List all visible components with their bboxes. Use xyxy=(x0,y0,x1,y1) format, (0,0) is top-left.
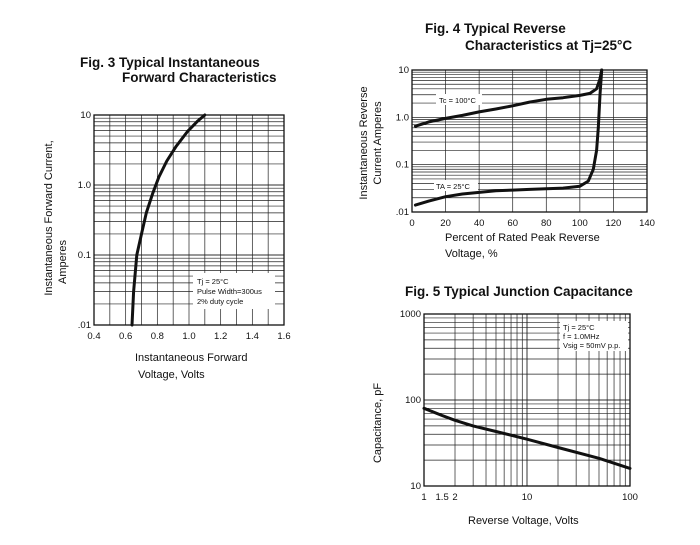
fig4-title: Fig. 4 Typical Reverse xyxy=(425,21,566,36)
fig3-annotation-2: Pulse Width=300us xyxy=(197,287,262,296)
fig5-chart: Fig. 5 Typical Junction Capacitance 1 1.5… xyxy=(372,284,638,527)
fig3-title: Fig. 3 Typical Instantaneous xyxy=(80,55,260,70)
fig4-xtick-label: 0 xyxy=(409,218,414,229)
fig5-xtick-label: 2 xyxy=(452,492,457,503)
fig3-xtick-label: 0.8 xyxy=(151,331,164,342)
fig5-xlabel: Reverse Voltage, Volts xyxy=(468,515,579,527)
fig3-series-1-line xyxy=(130,113,207,327)
fig3-xlabel: Instantaneous Forward xyxy=(135,352,248,364)
fig3-xtick-label: 1.6 xyxy=(277,331,290,342)
fig4-frame xyxy=(411,69,648,213)
fig3-annotation-1: Tj = 25°C xyxy=(197,277,229,286)
fig5-xtick-label: 10 xyxy=(522,492,533,503)
fig4-ytick-label: 10 xyxy=(398,65,409,76)
fig3-frame xyxy=(93,114,285,326)
fig3-xtick-label: 1.2 xyxy=(214,331,227,342)
fig3-xtick-label: 0.4 xyxy=(87,331,100,342)
fig4-xlabel-line2: Voltage, % xyxy=(445,248,498,260)
fig4-xtick-label: 100 xyxy=(572,218,588,229)
fig3-xtick-label: 0.6 xyxy=(119,331,132,342)
fig5-xtick-label: 1 xyxy=(421,492,426,503)
fig4-xtick-label: 140 xyxy=(639,218,655,229)
fig3-ytick-label: 10 xyxy=(80,110,91,121)
fig5-annotation-box xyxy=(560,321,628,351)
fig3-annotation-3: 2% duty cycle xyxy=(197,297,243,306)
fig5-title: Fig. 5 Typical Junction Capacitance xyxy=(405,284,633,299)
fig3-ytick-label: 1.0 xyxy=(78,180,91,191)
fig4-series-2-line xyxy=(413,68,604,207)
fig3-ytick-label: .01 xyxy=(78,320,91,331)
fig3-xtick-label: 1.4 xyxy=(246,331,259,342)
fig3-ylabel: Instantaneous Forward Current, xyxy=(43,140,55,295)
fig5-series-1-line xyxy=(422,406,632,470)
fig4-chart: Fig. 4 Typical Reverse Characteristics a… xyxy=(358,21,655,260)
fig4-series-label-bg-2 xyxy=(434,180,478,191)
fig3-ylabel-line2: Amperes xyxy=(57,239,69,284)
fig4-xtick-label: 60 xyxy=(507,218,518,229)
fig4-series-label-bg-1 xyxy=(436,94,482,105)
fig5-ytick-label: 10 xyxy=(410,481,421,492)
fig4-ylabel: Instantaneous Reverse xyxy=(358,86,370,199)
fig4-title-line2: Characteristics at Tj=25°C xyxy=(465,38,632,53)
fig5-xtick-label: 100 xyxy=(622,492,638,503)
fig4-series-1-line xyxy=(413,68,604,128)
fig4-ytick-label: 1.0 xyxy=(396,112,409,123)
fig5-annotation-1: Tj = 25°C xyxy=(563,323,595,332)
fig4-series-label-1: Tc = 100°C xyxy=(439,96,477,105)
fig4-series-label-2: TA = 25°C xyxy=(436,182,471,191)
fig3-title-line2: Forward Characteristics xyxy=(122,70,277,85)
fig4-xtick-label: 80 xyxy=(541,218,552,229)
fig5-annotation-3: Vsig = 50mV p.p. xyxy=(563,341,620,350)
fig5-annotation-2: f = 1.0MHz xyxy=(563,332,600,341)
fig5-frame xyxy=(423,313,631,487)
fig5-xtick-label: 1.5 xyxy=(436,492,449,503)
fig3-annotation-box xyxy=(193,273,275,309)
fig5-ytick-label: 1000 xyxy=(400,309,421,320)
fig3-chart: Fig. 3 Typical Instantaneous Forward Cha… xyxy=(43,55,291,381)
fig5-ytick-label: 100 xyxy=(405,395,421,406)
fig4-xtick-label: 40 xyxy=(474,218,485,229)
fig3-xlabel-line2: Voltage, Volts xyxy=(138,369,205,381)
fig4-xtick-label: 120 xyxy=(605,218,621,229)
fig4-ylabel-line2: Current Amperes xyxy=(372,101,384,185)
fig4-ytick-label: .01 xyxy=(396,207,409,218)
fig4-xlabel: Percent of Rated Peak Reverse xyxy=(445,232,600,244)
fig4-plot: 0 20 40 60 80 100 120 140 .01 0.1 1.0 10 xyxy=(396,65,655,229)
fig4-ytick-label: 0.1 xyxy=(396,160,409,171)
fig3-ytick-label: 0.1 xyxy=(78,250,91,261)
fig5-ylabel: Capacitance, pF xyxy=(372,383,384,463)
fig4-xtick-label: 20 xyxy=(440,218,451,229)
fig3-xtick-label: 1.0 xyxy=(182,331,195,342)
